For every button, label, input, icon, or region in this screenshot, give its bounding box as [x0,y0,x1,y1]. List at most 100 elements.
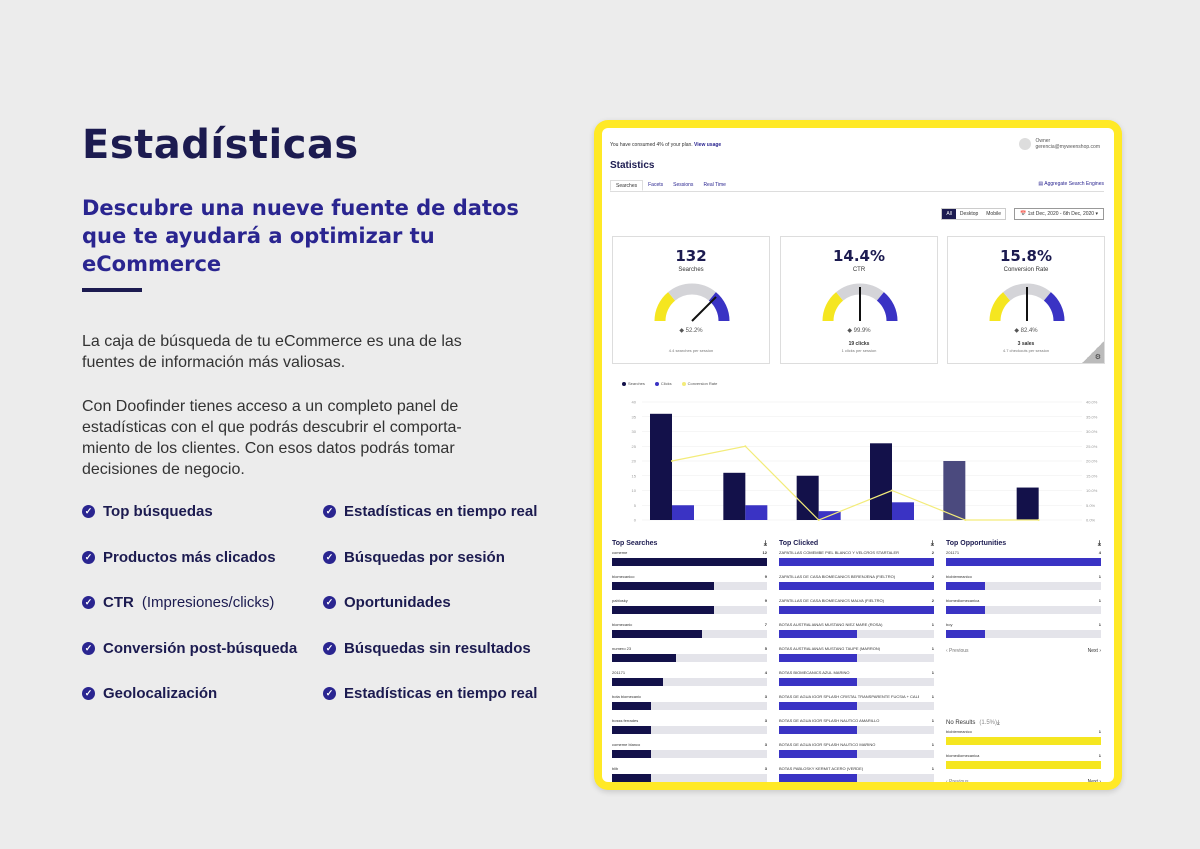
list-row[interactable]: biobiemeanico 1 [946,574,1101,596]
kpi-card: 14.4% CTR ◆ 99.9% 19 clicks 1 clicks per ses… [780,236,938,364]
list-row[interactable]: BOTAS AUSTRALIANAS MUSTANG NIEZ MARE (RO… [779,622,934,644]
row-term: BOTAS AUSTRALIANAS MUSTANG TAUPE (MARRON… [779,646,881,651]
list-row[interactable]: blib 3 [612,766,767,782]
row-term: bota biomecanic [612,694,642,699]
check-circle-icon: ✓ [323,687,336,700]
row-term: biomediomecanica [946,598,980,603]
row-bar-track [612,726,767,734]
feature-label: Estadísticas en tiempo real [344,685,538,702]
row-bar-fill [612,750,651,758]
plan-notice: You have consumed 4% of your plan. View … [610,142,721,148]
segment-all[interactable]: All [942,209,956,219]
chart-legend: Searches Clicks Conversion Rate [622,381,717,386]
stats-tabs: Searches Facets Sessions Real Time [610,180,1104,192]
searches-bar [870,443,892,520]
page-title: Estadísticas [82,122,359,168]
download-icon[interactable]: ⤓ [1097,540,1101,547]
y-tick-label: 15 [632,473,637,478]
list-row[interactable]: boy 1 [946,622,1101,644]
row-bar-track [779,726,934,734]
list-row[interactable]: BOTAS BIOMECANICS AZUL MARINO 1 [779,670,934,692]
panel-title-text: No Results [946,720,976,726]
check-circle-icon: ✓ [82,550,95,564]
segment-desktop[interactable]: Desktop [959,211,979,217]
row-term: comeme blanco [612,742,641,747]
tab-real-time[interactable]: Real Time [703,182,726,188]
row-term: BOTAS DE AGUA IGOR SPLASH CRISTAL TRANSP… [779,694,919,699]
list-row[interactable]: BOTAS PABLOSKY KERMIT ACERO (VERDE) 1 [779,766,934,782]
list-row[interactable]: BOTAS DE AGUA IGOR SPLASH CRISTAL TRANSP… [779,694,934,716]
download-icon[interactable]: ⤓ [930,540,934,547]
list-row[interactable]: numero 23 5 [612,646,767,668]
tab-facets[interactable]: Facets [648,182,664,188]
description-paragraph: Con Doofinder tienes acceso a un complet… [82,398,462,478]
y-tick-label: 25 [632,444,637,449]
kpi-value: 132 [675,247,707,265]
next-link[interactable]: Next › [1087,779,1101,782]
conversion-line [671,445,1039,521]
view-usage-link[interactable]: View usage [694,142,722,148]
legend-item: Conversion Rate [681,381,718,386]
gauge-high-segment [1043,292,1065,322]
legend-item: Clicks [654,381,672,386]
list-row[interactable]: 201171 4 [946,550,1101,572]
row-bar-track [779,582,934,590]
list-row[interactable]: ZAPATILLAS COMEMBE PIEL BLANCO Y VELCROS… [779,550,934,572]
list-row[interactable]: ZAPATILLAS DE CASA BIOMECANICS BERENJENA… [779,574,934,596]
row-count: 1 [931,694,934,699]
aggregate-search-engines-link[interactable]: ▤ Aggregate Search Engines [1038,181,1104,187]
settings-corner[interactable]: ⚙ [1082,341,1104,363]
list-row[interactable]: bosss ferrades 3 [612,718,767,740]
list-row[interactable]: comeme 12 [612,550,767,572]
legend-label: Conversion Rate [687,381,718,386]
date-range-label: 1st Dec, 2020 - 6th Dec, 2020 [1027,211,1095,217]
feature-item: ✓ Productos más clicados [82,549,276,566]
previous-link[interactable]: ‹ Previous [946,779,969,782]
segment-mobile[interactable]: Mobile [986,211,1001,217]
download-icon[interactable]: ⤓ [997,720,1000,726]
list-row[interactable]: biomediomecanica 1 [946,598,1101,620]
y-tick-label: 0 [634,518,637,523]
list-row[interactable]: biomecanic 7 [612,622,767,644]
next-link[interactable]: Next › [1087,648,1101,654]
row-count: 2 [931,550,934,555]
list-row[interactable]: bota biomecanic 3 [612,694,767,716]
list-row[interactable]: biomecanico 9 [612,574,767,596]
tablet-frame: You have consumed 4% of your plan. View … [594,120,1122,790]
list-row[interactable]: biobiemeanico 1 [946,729,1101,751]
row-term: biobiemeanico [946,729,972,734]
panel-title: Top Opportunities [946,540,1006,548]
conversion-point [744,445,747,448]
download-icon[interactable]: ⤓ [763,540,767,547]
previous-link[interactable]: ‹ Previous [946,648,969,654]
row-term: pablosky [612,598,628,603]
row-count: 2 [931,574,934,579]
date-range-picker[interactable]: 📅 1st Dec, 2020 - 6th Dec, 2020 ▾ [1014,208,1104,220]
row-term: boy [946,622,953,627]
row-bar-fill [779,558,934,566]
tab-searches[interactable]: Searches [610,180,644,191]
row-count: 9 [764,574,767,579]
row-bar-fill [612,606,715,614]
feature-item: ✓ Estadísticas en tiempo real [323,685,537,702]
list-row[interactable]: BOTAS AUSTRALIANAS MUSTANG TAUPE (MARRON… [779,646,934,668]
y-tick-label: 20 [632,459,637,464]
list-row[interactable]: BOTAS DE AGUA IGOR SPLASH NAUTICO AMARIL… [779,718,934,740]
list-row[interactable]: 201171 4 [612,670,767,692]
gauge-high-segment [708,292,730,322]
list-row[interactable]: ZAPATILLAS DE CASA BIOMECANICS MALVA (FI… [779,598,934,620]
list-row[interactable]: BOTAS DE AGUA IGOR SPLASH NAUTICO MARINO… [779,742,934,764]
tab-sessions[interactable]: Sessions [673,182,694,188]
panel-title-text: Top Searches [612,540,658,547]
list-row[interactable]: biomediomecanica 1 [946,753,1101,775]
kpi-card: 132 Searches ◆ 52.2% 4.4 searches per sessi… [612,236,770,364]
list-row[interactable]: pablosky 9 [612,598,767,620]
conversion-point [891,489,893,492]
row-count: 1 [1098,753,1101,758]
kpi-value: 15.8% [999,247,1053,265]
kpi-sub-caption: 4.4 searches per session [668,348,714,353]
list-row[interactable]: comeme blanco 3 [612,742,767,764]
row-count: 1 [1098,574,1101,579]
user-menu[interactable]: Owner gerencia@myweenshop.com [1019,138,1100,150]
feature-label: CTR [103,594,134,611]
